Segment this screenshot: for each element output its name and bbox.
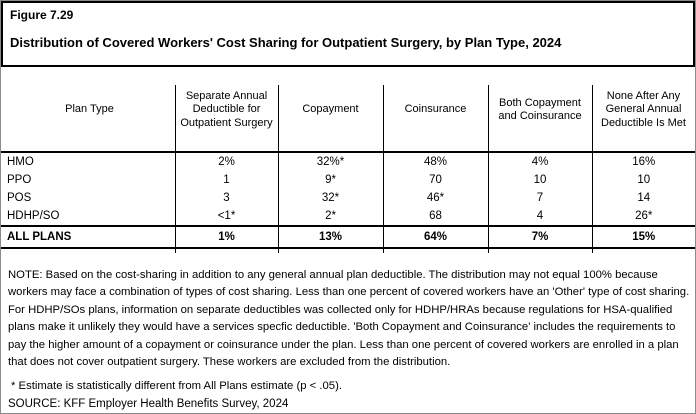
cell-value: 10 — [591, 171, 695, 189]
table-row-hdhpso: HDHP/SO <1* 2* 68 4 26* — [1, 207, 695, 226]
cell-value: 2% — [174, 152, 278, 171]
plan-type-label: HMO — [7, 156, 34, 168]
column-divider-tick — [278, 247, 279, 253]
cell-value: 64% — [382, 225, 488, 249]
cost-sharing-table: Plan Type Separate Annual Deductible for… — [1, 69, 695, 249]
table-row-hmo: HMO 2% 32%* 48% 4% 16% — [1, 152, 695, 171]
cell-value: 7 — [487, 189, 592, 207]
cell-value: 32* — [277, 189, 383, 207]
figure-number: Figure 7.29 — [10, 8, 74, 22]
cell-value: 9* — [277, 171, 383, 189]
cell-value: 10 — [487, 171, 592, 189]
plan-type-label: PPO — [7, 174, 32, 186]
cell-value: 46* — [382, 189, 488, 207]
cell-value: <1* — [174, 207, 278, 226]
cell-value: 4% — [487, 152, 592, 171]
cell-value: 32%* — [277, 152, 383, 171]
figure-header: Figure 7.29 Distribution of Covered Work… — [1, 1, 695, 67]
note-text: NOTE: Based on the cost-sharing in addit… — [8, 269, 690, 369]
table-header-row: Plan Type Separate Annual Deductible for… — [1, 69, 695, 153]
column-header-both-copayment-coinsurance: Both Copayment and Coinsurance — [487, 69, 592, 153]
column-divider-tick — [383, 247, 384, 253]
column-header-copayment: Copayment — [277, 69, 383, 153]
cell-value: 26* — [591, 207, 695, 226]
figure-title: Distribution of Covered Workers' Cost Sh… — [10, 35, 562, 50]
cell-value: 70 — [382, 171, 488, 189]
plan-type-label: HDHP/SO — [7, 210, 60, 222]
cell-value: 1 — [174, 171, 278, 189]
column-divider-tick — [488, 247, 489, 253]
cell-value: 3 — [174, 189, 278, 207]
cell-value: 1% — [174, 225, 278, 249]
cell-value: 4 — [487, 207, 592, 226]
column-divider-tick — [175, 247, 176, 253]
column-header-coinsurance: Coinsurance — [382, 69, 488, 153]
cell-value: 16% — [591, 152, 695, 171]
column-header-none-after-deductible: None After Any General Annual Deductible… — [591, 69, 695, 153]
table-total-row: ALL PLANS 1% 13% 64% 7% 15% — [1, 225, 695, 249]
table-row-ppo: PPO 1 9* 70 10 10 — [1, 171, 695, 189]
cell-value: 68 — [382, 207, 488, 226]
source-text: SOURCE: KFF Employer Health Benefits Sur… — [8, 398, 289, 410]
cell-value: 15% — [591, 225, 695, 249]
plan-type-label: ALL PLANS — [1, 225, 175, 249]
cell-value: 48% — [382, 152, 488, 171]
cell-value: 14 — [591, 189, 695, 207]
cell-value: 7% — [487, 225, 592, 249]
column-header-separate-deductible: Separate Annual Deductible for Outpatien… — [174, 69, 278, 153]
cell-value: 13% — [277, 225, 383, 249]
plan-type-label: POS — [7, 192, 32, 204]
table-row-pos: POS 3 32* 46* 7 14 — [1, 189, 695, 207]
footnote-text: * Estimate is statistically different fr… — [11, 380, 342, 392]
column-divider-tick — [592, 247, 593, 253]
cell-value: 2* — [277, 207, 383, 226]
column-header-plan-type: Plan Type — [1, 69, 175, 153]
